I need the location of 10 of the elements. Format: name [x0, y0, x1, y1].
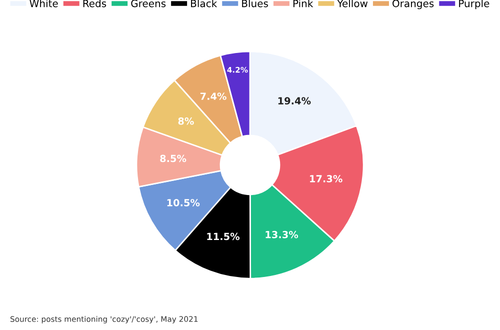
data-label: 8%	[178, 117, 194, 125]
data-label: 8.5%	[160, 154, 186, 162]
data-label: 13.3%	[266, 230, 298, 238]
data-label: 10.5%	[167, 198, 200, 206]
data-label: 17.3%	[310, 175, 342, 182]
legend-label: Oranges	[392, 0, 434, 10]
data-label: 11.5%	[207, 232, 240, 240]
legend-label: Greens	[131, 0, 166, 8]
data-label: 19.4%	[278, 97, 311, 104]
data-label: 7.4%	[200, 92, 226, 100]
